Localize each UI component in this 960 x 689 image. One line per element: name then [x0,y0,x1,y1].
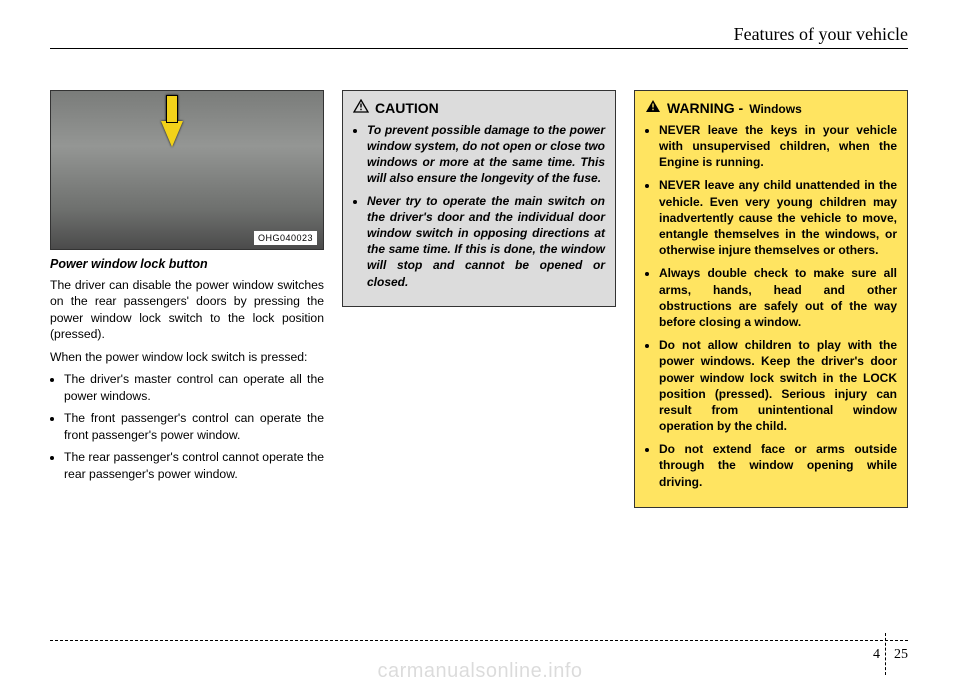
figure-code: OHG040023 [254,231,317,245]
column-left: OHG040023 Power window lock button The d… [50,90,324,508]
column-right: WARNING - Windows NEVER leave the keys i… [634,90,908,508]
header-rule [50,48,908,49]
paragraph: The driver can disable the power window … [50,277,324,343]
content-columns: OHG040023 Power window lock button The d… [50,90,908,508]
body-list: The driver's master control can operate … [50,371,324,482]
warning-icon [645,99,661,113]
list-item: To prevent possible damage to the power … [367,122,605,187]
page-title: Features of your vehicle [734,24,908,45]
warning-title: WARNING - Windows [645,99,897,118]
caution-icon [353,99,369,113]
warning-subtitle: Windows [749,101,802,117]
subheading: Power window lock button [50,256,324,273]
warning-list: NEVER leave the keys in your vehicle wit… [645,122,897,490]
caution-box: CAUTION To prevent possible damage to th… [342,90,616,307]
footer-rule [50,640,908,641]
list-item: The driver's master control can operate … [64,371,324,404]
arrow-icon [161,121,183,147]
list-item: The rear passenger's control cannot oper… [64,449,324,482]
list-item: Do not extend face or arms outside throu… [659,441,897,490]
warning-title-text: WARNING - [667,99,743,118]
column-middle: CAUTION To prevent possible damage to th… [342,90,616,508]
figure-photo: OHG040023 [50,90,324,250]
list-item: The front passenger's control can operat… [64,410,324,443]
paragraph: When the power window lock switch is pre… [50,349,324,365]
caution-title-text: CAUTION [375,99,439,118]
list-item: Always double check to make sure all arm… [659,265,897,330]
list-item: Never try to operate the main switch on … [367,193,605,290]
page: Features of your vehicle OHG040023 Power… [0,0,960,689]
caution-list: To prevent possible damage to the power … [353,122,605,290]
caution-title: CAUTION [353,99,605,118]
watermark-text: carmanualsonline.info [0,660,960,683]
list-item: NEVER leave the keys in your vehicle wit… [659,122,897,171]
list-item: NEVER leave any child unattended in the … [659,177,897,258]
list-item: Do not allow children to play with the p… [659,337,897,434]
warning-box: WARNING - Windows NEVER leave the keys i… [634,90,908,508]
